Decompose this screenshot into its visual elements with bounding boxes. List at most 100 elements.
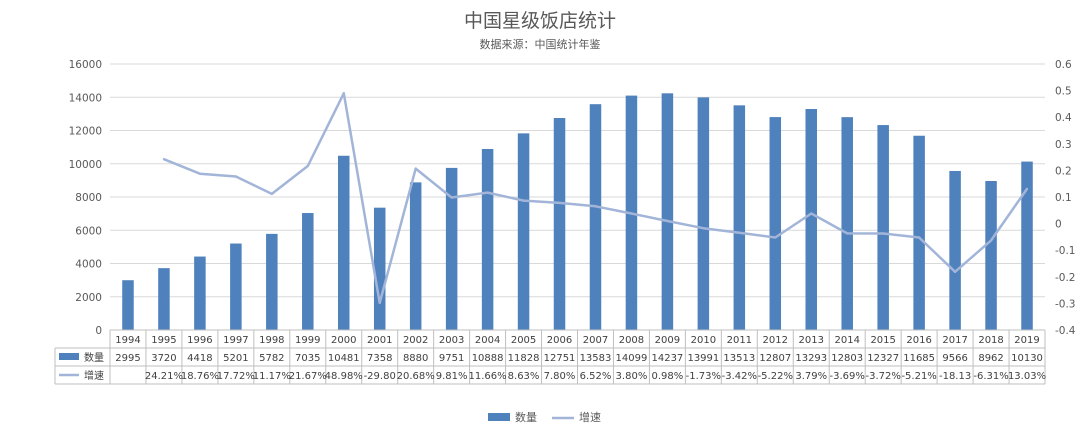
line-data-label: -6.31% [973,371,1008,382]
x-tick-label: 2010 [691,335,716,346]
y-right-tick-label: 0 [1055,219,1062,231]
bar [949,170,961,330]
x-tick-label: 2016 [906,335,931,346]
y-right-tick-label: 0.6 [1055,59,1072,71]
bar [877,125,889,330]
bar [122,280,134,330]
bar [266,233,278,330]
bar [373,207,386,330]
x-tick-label: 2019 [1014,335,1039,346]
y-left-tick-label: 0 [95,325,102,337]
line-point [270,192,274,196]
line-point [234,175,238,178]
line-point [846,232,849,235]
y-right-tick-label: -0.4 [1055,325,1076,337]
bar [769,117,782,331]
line-data-label: 24.21% [145,371,183,382]
y-right-tick-label: 0.2 [1055,165,1072,177]
bar [445,167,458,330]
y-left-tick-label: 2000 [75,292,102,304]
x-tick-label: 1999 [295,335,320,346]
line-data-label: -1.73% [686,371,721,382]
line-data-label: 0.98% [652,371,684,382]
axes: 0 2000 4000 6000 8000 10000 12000 14000 16000 -0.… [69,59,1076,337]
line-point [774,236,777,239]
x-tick-label: 2015 [870,335,895,346]
table-key-bar [59,353,79,360]
line-point [450,196,453,199]
chart-title: 中国星级饭店统计 [463,10,616,32]
y-right-tick-label: -0.1 [1055,245,1076,257]
bar-data-label: 9751 [439,353,464,364]
x-tick-label: 2001 [367,335,392,346]
x-tick-label: 2006 [547,335,572,346]
line-data-label: -5.22% [758,371,793,382]
bar [1021,161,1033,330]
line-data-label: 3.79% [795,371,827,382]
y-left-tick-label: 8000 [75,192,102,204]
line-point [522,199,525,202]
legend-bar-swatch [488,413,510,421]
line-data-label: -3.72% [865,371,900,382]
line-data-label: -5.21% [901,371,936,382]
line-series [162,92,1029,305]
y-right-tick-label: 0.5 [1055,86,1072,98]
x-tick-label: 2012 [763,335,788,346]
line-point [917,236,921,239]
bar-data-label: 2995 [115,353,140,364]
bar-data-label: 11828 [508,353,540,364]
x-tick-label: 2017 [942,335,967,346]
bar [553,118,566,331]
x-tick-label: 1998 [259,335,284,346]
x-tick-label: 2007 [583,335,608,346]
bar [302,213,314,330]
line-point [486,191,489,194]
y-right-tick-label: -0.2 [1055,272,1076,284]
bar-data-label: 13991 [687,353,719,364]
x-tick-label: 2008 [619,335,644,346]
bar-data-label: 5201 [223,353,248,364]
line-point [630,212,633,215]
bar-data-label: 5782 [259,353,284,364]
line-point [306,164,309,168]
bar-data-label: 10481 [328,353,360,364]
x-tick-label: 2013 [799,335,824,346]
line-data-label: 8.63% [508,371,540,382]
bar-data-label: 10888 [472,353,504,364]
line-point [953,270,957,274]
line-data-label: 11.66% [469,371,507,382]
line-data-label: 20.68% [397,371,435,382]
line-data-label: 11.17% [253,371,291,382]
x-tick-label: 2002 [403,335,428,346]
line-point [702,227,705,230]
bar-data-label: 13513 [723,353,755,364]
line-point [198,172,202,175]
x-tick-label: 2009 [655,335,680,346]
bar [230,243,242,330]
line-data-label: 7.80% [544,371,576,382]
bar-data-label: 8962 [978,353,1003,364]
bar-data-label: 4418 [187,353,212,364]
x-tick-label: 1997 [223,335,248,346]
line-data-label: -3.42% [722,371,757,382]
y-right-tick-label: 0.4 [1055,112,1072,124]
legend-line-label: 增速 [579,410,601,424]
bar-data-label: 7358 [367,353,392,364]
data-table: 1994 1995 1996 1997 1998 1999 2000 2001 2002 2003… [54,329,1046,385]
bar [589,104,602,331]
bar-series [122,93,1033,331]
bar [805,109,818,330]
line-point [594,205,597,208]
bar-data-label: 14099 [616,353,648,364]
line-point [414,167,417,170]
bar [733,105,746,330]
table-row-header-line: 增速 [84,369,104,382]
bar-data-label: 7035 [295,353,320,364]
x-tick-label: 2005 [511,335,536,346]
bar [913,135,925,330]
line-point [378,301,381,305]
line-data-label: 17.72% [217,371,255,382]
x-tick-label: 1995 [151,335,176,346]
bar-data-label: 12803 [831,353,863,364]
